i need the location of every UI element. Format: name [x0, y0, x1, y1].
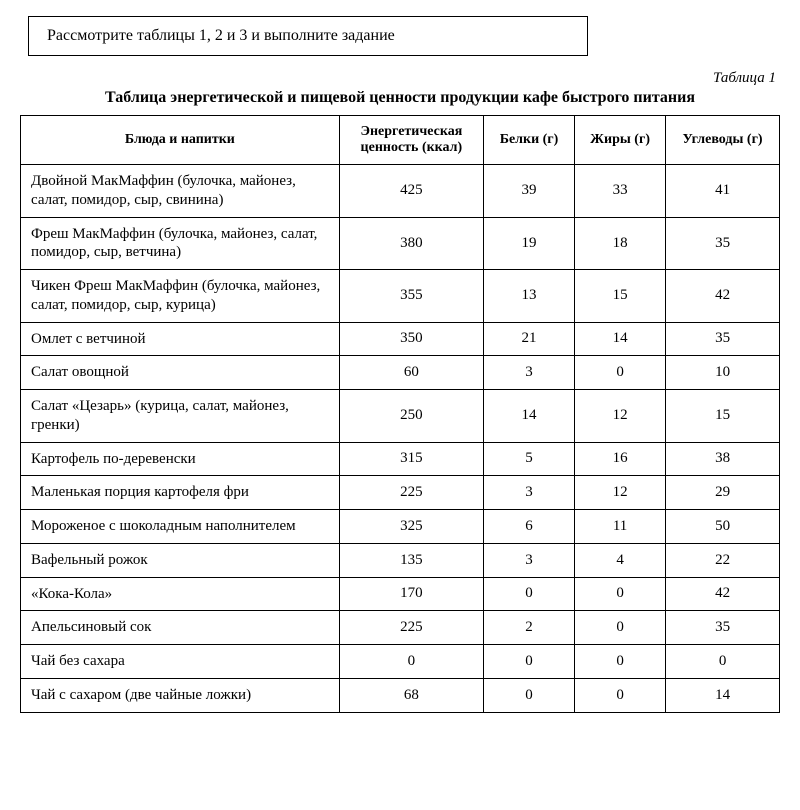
cell-carbs: 42	[666, 270, 780, 323]
cell-carbs: 38	[666, 442, 780, 476]
cell-kcal: 225	[339, 611, 483, 645]
cell-name: Маленькая порция картофеля фри	[21, 476, 340, 510]
task-instruction-text: Рассмотрите таблицы 1, 2 и 3 и выполните…	[47, 27, 395, 44]
cell-kcal: 425	[339, 165, 483, 218]
cell-carbs: 15	[666, 390, 780, 443]
cell-fat: 16	[575, 442, 666, 476]
cell-protein: 0	[483, 645, 574, 679]
cell-fat: 33	[575, 165, 666, 218]
table-row: Вафельный рожок1353422	[21, 543, 780, 577]
cell-carbs: 14	[666, 678, 780, 712]
table-row: Чикен Фреш МакМаффин (булочка, майонез, …	[21, 270, 780, 323]
cell-protein: 19	[483, 217, 574, 270]
cell-name: Вафельный рожок	[21, 543, 340, 577]
cell-carbs: 50	[666, 510, 780, 544]
cell-carbs: 35	[666, 611, 780, 645]
nutrition-table: Блюда и напитки Энергетическая ценность …	[20, 115, 780, 713]
cell-protein: 2	[483, 611, 574, 645]
cell-name: Чай без сахара	[21, 645, 340, 679]
cell-name: Двойной МакМаффин (булочка, майонез, сал…	[21, 165, 340, 218]
cell-fat: 0	[575, 356, 666, 390]
cell-name: Картофель по-деревенски	[21, 442, 340, 476]
cell-kcal: 170	[339, 577, 483, 611]
cell-protein: 3	[483, 543, 574, 577]
cell-protein: 14	[483, 390, 574, 443]
cell-fat: 0	[575, 611, 666, 645]
table-row: Картофель по-деревенски31551638	[21, 442, 780, 476]
cell-name: Чикен Фреш МакМаффин (булочка, майонез, …	[21, 270, 340, 323]
table-row: Фреш МакМаффин (булочка, майонез, салат,…	[21, 217, 780, 270]
cell-carbs: 10	[666, 356, 780, 390]
table-row: Салат овощной603010	[21, 356, 780, 390]
cell-kcal: 380	[339, 217, 483, 270]
cell-kcal: 355	[339, 270, 483, 323]
cell-name: Мороженое с шоколадным наполнителем	[21, 510, 340, 544]
cell-name: Апельсиновый сок	[21, 611, 340, 645]
cell-kcal: 225	[339, 476, 483, 510]
cell-kcal: 60	[339, 356, 483, 390]
cell-carbs: 35	[666, 217, 780, 270]
cell-name: Салат «Цезарь» (курица, салат, майонез, …	[21, 390, 340, 443]
cell-protein: 3	[483, 356, 574, 390]
cell-name: Чай с сахаром (две чайные ложки)	[21, 678, 340, 712]
cell-kcal: 0	[339, 645, 483, 679]
cell-protein: 6	[483, 510, 574, 544]
cell-protein: 39	[483, 165, 574, 218]
cell-carbs: 22	[666, 543, 780, 577]
table-row: Апельсиновый сок2252035	[21, 611, 780, 645]
cell-fat: 18	[575, 217, 666, 270]
cell-fat: 4	[575, 543, 666, 577]
cell-fat: 14	[575, 322, 666, 356]
cell-carbs: 41	[666, 165, 780, 218]
cell-fat: 12	[575, 390, 666, 443]
cell-fat: 0	[575, 577, 666, 611]
table-row: Омлет с ветчиной350211435	[21, 322, 780, 356]
cell-name: Фреш МакМаффин (булочка, майонез, салат,…	[21, 217, 340, 270]
table-row: Мороженое с шоколадным наполнителем32561…	[21, 510, 780, 544]
col-header-fat: Жиры (г)	[575, 116, 666, 165]
table-label: Таблица 1	[20, 70, 776, 87]
task-instruction-box: Рассмотрите таблицы 1, 2 и 3 и выполните…	[28, 16, 588, 56]
col-header-protein: Белки (г)	[483, 116, 574, 165]
table-row: Чай без сахара0000	[21, 645, 780, 679]
table-row: Чай с сахаром (две чайные ложки)680014	[21, 678, 780, 712]
cell-fat: 0	[575, 678, 666, 712]
table-row: Маленькая порция картофеля фри22531229	[21, 476, 780, 510]
cell-protein: 5	[483, 442, 574, 476]
cell-fat: 11	[575, 510, 666, 544]
col-header-carbs: Углеводы (г)	[666, 116, 780, 165]
cell-kcal: 325	[339, 510, 483, 544]
cell-kcal: 350	[339, 322, 483, 356]
cell-kcal: 135	[339, 543, 483, 577]
col-header-name: Блюда и напитки	[21, 116, 340, 165]
cell-kcal: 68	[339, 678, 483, 712]
cell-protein: 21	[483, 322, 574, 356]
cell-fat: 0	[575, 645, 666, 679]
cell-kcal: 315	[339, 442, 483, 476]
table-header-row: Блюда и напитки Энергетическая ценность …	[21, 116, 780, 165]
table-title: Таблица энергетической и пищевой ценност…	[20, 89, 780, 107]
cell-carbs: 29	[666, 476, 780, 510]
cell-carbs: 35	[666, 322, 780, 356]
cell-name: Омлет с ветчиной	[21, 322, 340, 356]
cell-kcal: 250	[339, 390, 483, 443]
col-header-kcal: Энергетическая ценность (ккал)	[339, 116, 483, 165]
cell-carbs: 0	[666, 645, 780, 679]
cell-name: «Кока-Кола»	[21, 577, 340, 611]
cell-carbs: 42	[666, 577, 780, 611]
cell-protein: 3	[483, 476, 574, 510]
cell-protein: 0	[483, 577, 574, 611]
cell-fat: 15	[575, 270, 666, 323]
cell-protein: 13	[483, 270, 574, 323]
cell-protein: 0	[483, 678, 574, 712]
table-row: «Кока-Кола»1700042	[21, 577, 780, 611]
cell-name: Салат овощной	[21, 356, 340, 390]
table-row: Салат «Цезарь» (курица, салат, майонез, …	[21, 390, 780, 443]
cell-fat: 12	[575, 476, 666, 510]
table-row: Двойной МакМаффин (булочка, майонез, сал…	[21, 165, 780, 218]
